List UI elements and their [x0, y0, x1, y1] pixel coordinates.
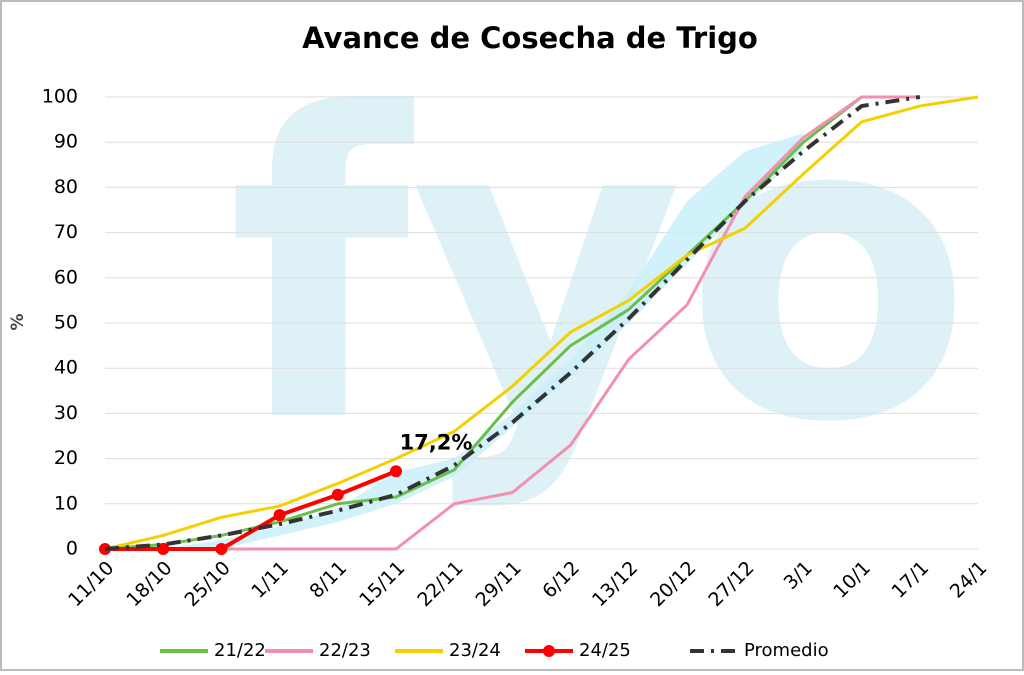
- y-tick-label: 70: [54, 221, 78, 243]
- y-tick-label: 40: [54, 357, 78, 379]
- legend-label: 23/24: [449, 640, 501, 661]
- y-tick-label: 0: [66, 538, 78, 560]
- y-tick-label: 60: [54, 266, 78, 288]
- legend-label: 22/23: [319, 640, 371, 661]
- legend-label: 21/22: [214, 640, 266, 661]
- legend-label: 24/25: [579, 640, 631, 661]
- range-band: [105, 133, 804, 549]
- y-tick-label: 30: [54, 402, 78, 424]
- legend-marker: [543, 645, 555, 657]
- y-tick-label: 50: [54, 312, 78, 334]
- y-axis-label: %: [8, 313, 28, 330]
- y-tick-label: 10: [54, 492, 78, 514]
- point: [273, 509, 286, 522]
- annotation: 17,2%: [400, 430, 473, 454]
- series-line: [104, 95, 979, 551]
- point: [331, 488, 344, 501]
- point: [157, 543, 170, 555]
- y-tick-label: 20: [54, 447, 78, 469]
- series-line: [104, 95, 921, 551]
- series-line: [105, 469, 397, 551]
- legend-label: Promedio: [744, 640, 829, 661]
- y-tick-label: 100: [42, 86, 78, 108]
- series-line: [105, 95, 920, 551]
- y-tick-label: 90: [54, 131, 78, 153]
- point: [215, 543, 228, 555]
- y-tick-label: 80: [54, 176, 78, 198]
- chart-title: Avance de Cosecha de Trigo: [302, 21, 758, 55]
- point: [390, 465, 402, 478]
